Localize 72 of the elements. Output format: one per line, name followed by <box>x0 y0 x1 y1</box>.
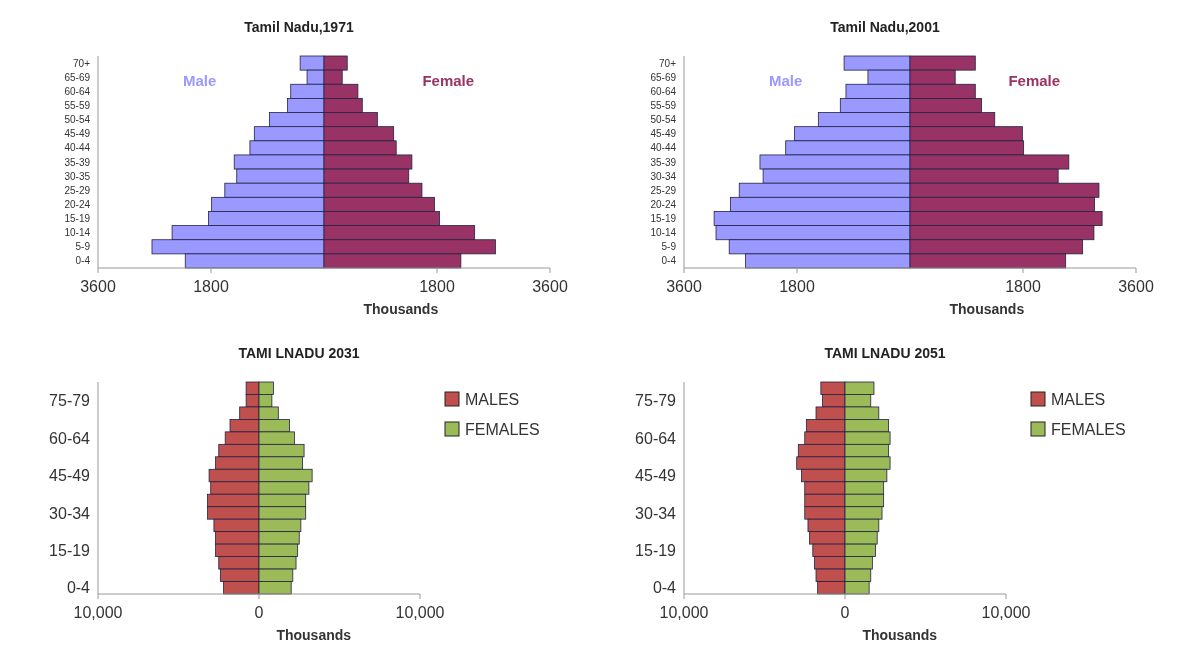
chart-title: TAMI LNADU 2031 <box>238 345 360 361</box>
legend-label: FEMALES <box>1051 420 1126 438</box>
y-tick-label: 60-64 <box>64 85 91 97</box>
x-tick-label: 1800 <box>1005 278 1041 295</box>
x-tick-label: 3600 <box>666 278 702 295</box>
y-tick-label: 10-14 <box>64 227 91 239</box>
x-tick-label: 1800 <box>419 278 455 295</box>
y-tick-label: 20-24 <box>650 198 677 210</box>
y-tick-label: 75-79 <box>635 392 677 410</box>
chart-title: TAMI LNADU 2051 <box>824 345 946 361</box>
y-tick-label: 75-79 <box>49 392 91 410</box>
y-tick-label: 65-69 <box>64 71 91 83</box>
x-axis-title: Thousands <box>276 627 352 643</box>
x-axis-title: Thousands <box>363 301 439 317</box>
x-tick-label: 3600 <box>532 278 568 295</box>
y-tick-label: 45-49 <box>635 467 677 485</box>
y-tick-label: 25-29 <box>64 184 91 196</box>
y-tick-label: 45-49 <box>49 467 91 485</box>
chart-title: Tamil Nadu,2001 <box>830 19 940 35</box>
legend-label: FEMALES <box>465 420 540 438</box>
y-tick-label: 30-35 <box>64 170 91 182</box>
x-tick-label: 0 <box>840 604 850 621</box>
y-tick-label: 5-9 <box>661 241 677 253</box>
y-tick-label: 30-34 <box>635 504 677 522</box>
y-tick-label: 0-4 <box>66 579 91 597</box>
y-tick-label: 10-14 <box>650 227 677 239</box>
y-tick-label: 40-44 <box>64 142 91 154</box>
y-tick-label: 0-4 <box>661 255 677 267</box>
series-label: Female <box>1008 72 1061 89</box>
y-tick-label: 45-49 <box>650 128 677 140</box>
x-tick-label: 10,000 <box>659 604 709 621</box>
y-tick-label: 25-29 <box>650 184 677 196</box>
y-tick-label: 45-49 <box>64 128 91 140</box>
y-tick-label: 55-59 <box>650 99 677 111</box>
text: Female <box>422 72 475 89</box>
legend-label: MALES <box>1051 390 1106 408</box>
y-tick-label: 70+ <box>73 57 91 69</box>
y-tick-label: 30-34 <box>49 504 91 522</box>
y-tick-label: 40-44 <box>650 142 677 154</box>
y-tick-label: 60-64 <box>650 85 677 97</box>
y-tick-label: 0-4 <box>75 255 91 267</box>
x-tick-label: 3600 <box>80 278 116 295</box>
y-tick-label: 15-19 <box>650 213 677 225</box>
x-tick-label: 3600 <box>1118 278 1154 295</box>
y-tick-label: 60-64 <box>49 429 91 447</box>
x-axis-title: Thousands <box>862 627 938 643</box>
y-tick-label: 70+ <box>659 57 677 69</box>
y-tick-label: 60-64 <box>635 429 677 447</box>
x-tick-label: 1800 <box>779 278 815 295</box>
series-label: Male <box>769 72 803 89</box>
y-tick-label: 35-39 <box>64 156 91 168</box>
y-tick-label: 65-69 <box>650 71 677 83</box>
y-tick-label: 30-34 <box>650 170 677 182</box>
y-tick-label: 5-9 <box>75 241 91 253</box>
x-axis-title: Thousands <box>949 301 1025 317</box>
y-tick-label: 15-19 <box>635 541 677 559</box>
y-tick-label: 35-39 <box>650 156 677 168</box>
y-tick-label: 55-59 <box>64 99 91 111</box>
y-tick-label: 15-19 <box>64 213 91 225</box>
chart-title: Tamil Nadu,1971 <box>244 19 354 35</box>
y-tick-label: 15-19 <box>49 541 91 559</box>
y-tick-label: 0-4 <box>652 579 677 597</box>
x-tick-label: 10,000 <box>981 604 1031 621</box>
x-tick-label: 1800 <box>193 278 229 295</box>
x-tick-label: 0 <box>254 604 264 621</box>
legend-label: MALES <box>465 390 520 408</box>
text: Male <box>183 72 217 89</box>
y-tick-label: 50-54 <box>64 114 91 126</box>
y-tick-label: 20-24 <box>64 198 91 210</box>
y-tick-label: 50-54 <box>650 114 677 126</box>
x-tick-label: 10,000 <box>73 604 123 621</box>
x-tick-label: 10,000 <box>395 604 445 621</box>
